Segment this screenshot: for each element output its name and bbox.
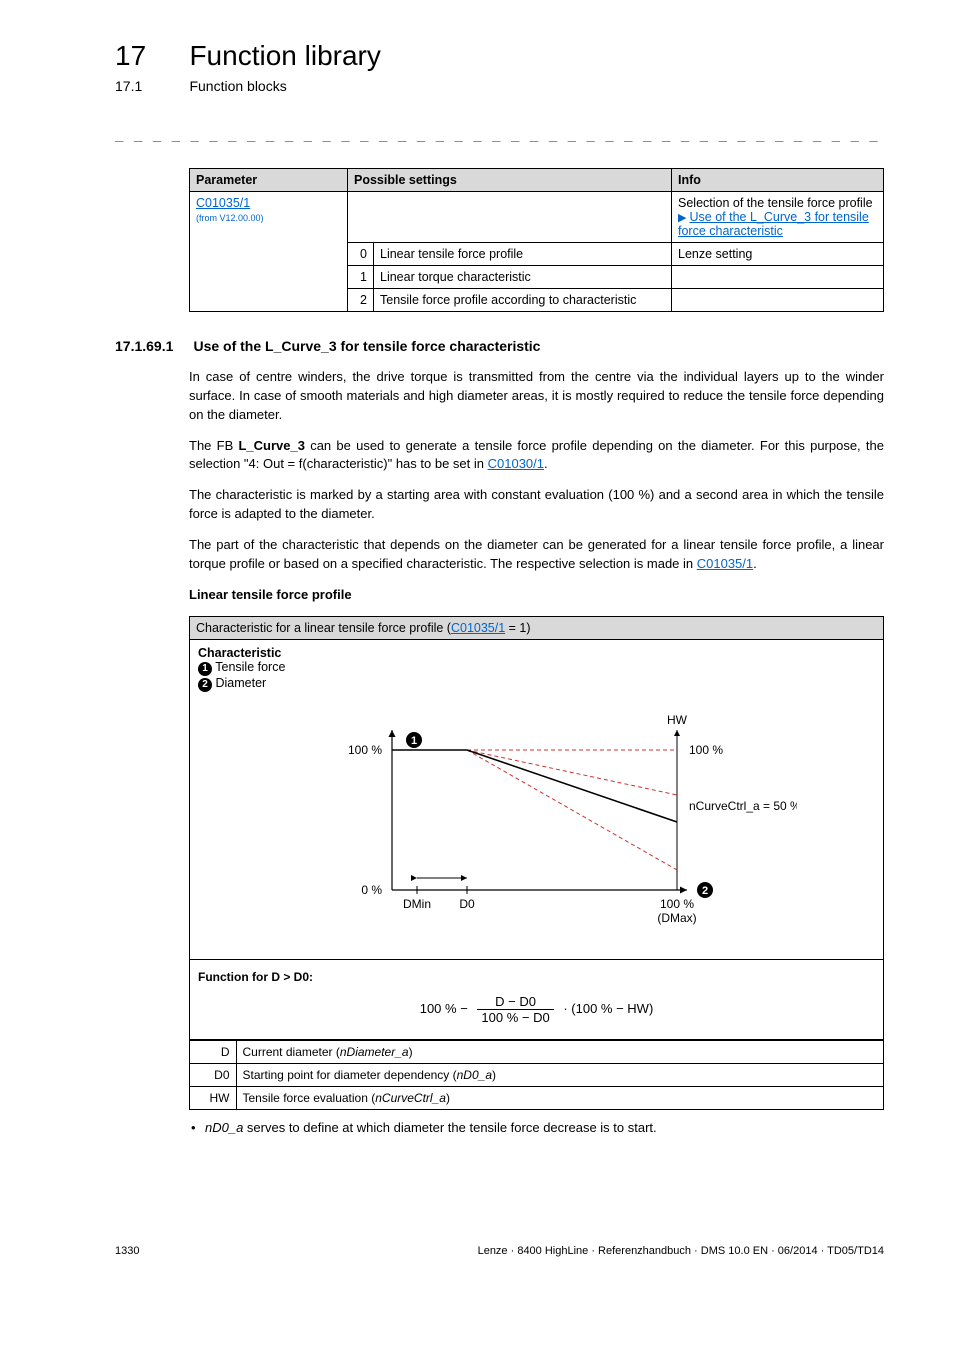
formula-denominator: 100 % − D0 <box>477 1010 553 1025</box>
svg-text:100 %: 100 % <box>347 743 381 757</box>
legend-key: D <box>190 1041 236 1064</box>
table-header: Possible settings <box>348 169 672 192</box>
table-cell: Linear torque characteristic <box>374 266 672 289</box>
section-number: 17.1 <box>115 78 185 94</box>
legend-key: D0 <box>190 1064 236 1087</box>
tensile-force-chart: 100 % 0 % 1 HW 100 % nCurveCtrl_a = 50 % DMin D… <box>277 700 797 940</box>
param-code-link[interactable]: C01035/1 <box>196 196 250 210</box>
legend-table: D Current diameter (nDiameter_a) D0 Star… <box>190 1040 883 1109</box>
code-link[interactable]: C01035/1 <box>451 621 505 635</box>
paragraph: The FB L_Curve_3 can be used to generate… <box>189 437 884 475</box>
info-text: Selection of the tensile force profile <box>678 196 873 210</box>
svg-text:0 %: 0 % <box>361 883 382 897</box>
table-header: Parameter <box>190 169 348 192</box>
svg-text:nCurveCtrl_a = 50 %: nCurveCtrl_a = 50 % <box>689 799 797 813</box>
text: serves to define at which diameter the t… <box>243 1120 656 1135</box>
parameter-table: Parameter Possible settings Info C01035/… <box>189 168 884 312</box>
text-italic: nD0_a <box>457 1068 492 1082</box>
svg-text:D0: D0 <box>459 897 475 911</box>
svg-text:100 %: 100 % <box>659 897 693 911</box>
subsection-number: 17.1.69.1 <box>115 338 189 354</box>
legend-value: Tensile force evaluation (nCurveCtrl_a) <box>236 1087 883 1110</box>
subsection-title: Use of the L_Curve_3 for tensile force c… <box>193 338 540 354</box>
formula-text: · (100 % − HW) <box>563 1001 653 1016</box>
characteristic-label: Characteristic <box>198 646 875 660</box>
page-number: 1330 <box>115 1245 139 1257</box>
sub-heading: Linear tensile force profile <box>189 586 884 605</box>
chapter-title: Function library <box>189 40 380 72</box>
chapter-number: 17 <box>115 40 185 72</box>
box-header: Characteristic for a linear tensile forc… <box>190 617 883 640</box>
formula-numerator: D − D0 <box>477 994 553 1010</box>
legend-text: Diameter <box>215 676 266 690</box>
text: ) <box>492 1068 496 1082</box>
text: . <box>544 456 548 471</box>
text-italic: nDiameter_a <box>340 1045 409 1059</box>
footer-text: Lenze · 8400 HighLine · Referenzhandbuch… <box>478 1245 884 1257</box>
paragraph: In case of centre winders, the drive tor… <box>189 368 884 425</box>
text: The FB <box>189 438 238 453</box>
legend-text: Tensile force <box>215 660 285 674</box>
section-title: Function blocks <box>189 78 286 94</box>
text: ) <box>446 1091 450 1105</box>
divider-dashes: _ _ _ _ _ _ _ _ _ _ _ _ _ _ _ _ _ _ _ _ … <box>115 126 884 142</box>
marker-2-icon: 2 <box>198 678 212 692</box>
legend-value: Current diameter (nDiameter_a) <box>236 1041 883 1064</box>
svg-text:(DMax): (DMax) <box>657 911 696 925</box>
svg-text:HW: HW <box>667 713 688 727</box>
table-cell: C01035/1 (from V12.00.00) <box>190 192 348 312</box>
table-cell <box>672 266 884 289</box>
table-cell: Tensile force profile according to chara… <box>374 289 672 312</box>
function-label: Function for D > D0: <box>190 960 883 988</box>
table-cell <box>348 192 672 243</box>
svg-text:1: 1 <box>410 735 416 747</box>
bullet-list: nD0_a serves to define at which diameter… <box>189 1120 884 1135</box>
param-version: (from V12.00.00) <box>196 213 264 223</box>
info-link[interactable]: Use of the L_Curve_3 for tensile force c… <box>678 210 869 238</box>
svg-text:DMin: DMin <box>402 897 430 911</box>
text: Characteristic for a linear tensile forc… <box>196 621 451 635</box>
formula-text: 100 % − <box>420 1001 468 1016</box>
code-link[interactable]: C01035/1 <box>697 556 753 571</box>
table-cell: 2 <box>348 289 374 312</box>
text: Starting point for diameter dependency ( <box>243 1068 457 1082</box>
table-cell <box>672 289 884 312</box>
svg-text:2: 2 <box>701 885 707 897</box>
paragraph: The characteristic is marked by a starti… <box>189 486 884 524</box>
paragraph: The part of the characteristic that depe… <box>189 536 884 574</box>
table-cell: Linear tensile force profile <box>374 243 672 266</box>
table-cell: 1 <box>348 266 374 289</box>
text: Tensile force evaluation ( <box>243 1091 376 1105</box>
table-header: Info <box>672 169 884 192</box>
legend-key: HW <box>190 1087 236 1110</box>
list-item: nD0_a serves to define at which diameter… <box>205 1120 884 1135</box>
characteristic-box: Characteristic for a linear tensile forc… <box>189 616 884 1110</box>
text: . <box>753 556 757 571</box>
table-cell: Selection of the tensile force profile ▶… <box>672 192 884 243</box>
text: Current diameter ( <box>243 1045 340 1059</box>
formula: 100 % − D − D0 100 % − D0 · (100 % − HW) <box>190 988 883 1040</box>
arrow-icon: ▶ <box>678 212 690 224</box>
text: ) <box>409 1045 413 1059</box>
text: = 1) <box>505 621 530 635</box>
legend-value: Starting point for diameter dependency (… <box>236 1064 883 1087</box>
marker-1-icon: 1 <box>198 662 212 676</box>
code-link[interactable]: C01030/1 <box>488 456 544 471</box>
text: The part of the characteristic that depe… <box>189 537 884 571</box>
svg-text:100 %: 100 % <box>689 743 723 757</box>
table-cell: 0 <box>348 243 374 266</box>
text-italic: nD0_a <box>205 1120 243 1135</box>
text-italic: nCurveCtrl_a <box>375 1091 446 1105</box>
table-cell: Lenze setting <box>672 243 884 266</box>
text-bold: L_Curve_3 <box>238 438 304 453</box>
